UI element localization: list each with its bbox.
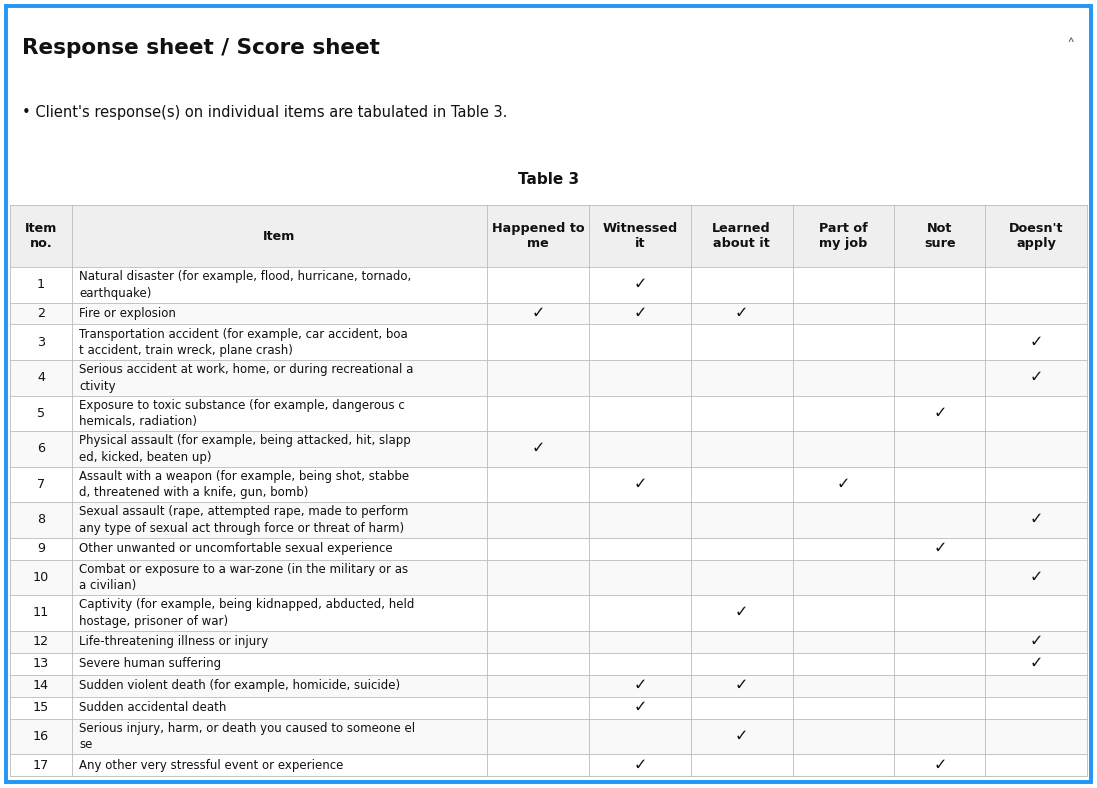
FancyBboxPatch shape — [10, 431, 1087, 466]
Text: Severe human suffering: Severe human suffering — [79, 657, 222, 670]
Text: ✓: ✓ — [1029, 370, 1043, 385]
Text: Part of
my job: Part of my job — [819, 222, 868, 250]
Text: 12: 12 — [33, 635, 49, 648]
Text: 8: 8 — [37, 513, 45, 526]
Text: Serious accident at work, home, or during recreational a
ctivity: Serious accident at work, home, or durin… — [79, 363, 414, 392]
Text: 15: 15 — [33, 701, 49, 714]
Text: Not
sure: Not sure — [924, 222, 955, 250]
Text: 2: 2 — [37, 307, 45, 320]
FancyBboxPatch shape — [10, 754, 1087, 776]
Text: 13: 13 — [33, 657, 49, 670]
FancyBboxPatch shape — [10, 652, 1087, 675]
Text: ✓: ✓ — [934, 541, 947, 556]
Text: ✓: ✓ — [1029, 634, 1043, 649]
Text: 11: 11 — [33, 606, 49, 619]
Text: Combat or exposure to a war-zone (in the military or as
a civilian): Combat or exposure to a war-zone (in the… — [79, 563, 408, 592]
Text: ✓: ✓ — [735, 605, 748, 620]
FancyBboxPatch shape — [10, 675, 1087, 697]
FancyBboxPatch shape — [5, 6, 1092, 782]
Text: 1: 1 — [37, 278, 45, 292]
FancyBboxPatch shape — [10, 595, 1087, 630]
Text: 16: 16 — [33, 730, 49, 743]
Text: ✓: ✓ — [633, 277, 646, 292]
Text: ✓: ✓ — [735, 306, 748, 321]
Text: ✓: ✓ — [934, 406, 947, 421]
FancyBboxPatch shape — [10, 303, 1087, 325]
Text: Learned
about it: Learned about it — [712, 222, 771, 250]
Text: ✓: ✓ — [633, 678, 646, 693]
Text: ✓: ✓ — [633, 700, 646, 715]
Text: Other unwanted or uncomfortable sexual experience: Other unwanted or uncomfortable sexual e… — [79, 542, 393, 555]
Text: ✓: ✓ — [531, 441, 545, 456]
Text: Serious injury, harm, or death you caused to someone el
se: Serious injury, harm, or death you cause… — [79, 722, 415, 751]
Text: ✓: ✓ — [735, 678, 748, 693]
Text: Happened to
me: Happened to me — [491, 222, 585, 250]
FancyBboxPatch shape — [10, 396, 1087, 431]
FancyBboxPatch shape — [10, 205, 1087, 267]
FancyBboxPatch shape — [10, 697, 1087, 719]
Text: 4: 4 — [37, 371, 45, 385]
Text: 10: 10 — [33, 571, 49, 584]
Text: ✓: ✓ — [633, 757, 646, 772]
Text: 9: 9 — [37, 542, 45, 555]
FancyBboxPatch shape — [10, 630, 1087, 652]
Text: Sexual assault (rape, attempted rape, made to perform
any type of sexual act thr: Sexual assault (rape, attempted rape, ma… — [79, 505, 408, 534]
Text: Response sheet / Score sheet: Response sheet / Score sheet — [22, 38, 380, 58]
FancyBboxPatch shape — [10, 466, 1087, 502]
FancyBboxPatch shape — [10, 325, 1087, 360]
Text: Any other very stressful event or experience: Any other very stressful event or experi… — [79, 759, 343, 771]
Text: 5: 5 — [37, 407, 45, 420]
Text: ˄: ˄ — [1066, 38, 1075, 56]
FancyBboxPatch shape — [10, 719, 1087, 754]
Text: ✓: ✓ — [934, 757, 947, 772]
Text: Item
no.: Item no. — [25, 222, 57, 250]
Text: • Client's response(s) on individual items are tabulated in Table 3.: • Client's response(s) on individual ite… — [22, 105, 508, 120]
Text: Table 3: Table 3 — [518, 172, 579, 187]
Text: Sudden violent death (for example, homicide, suicide): Sudden violent death (for example, homic… — [79, 679, 400, 692]
Text: Doesn't
apply: Doesn't apply — [1009, 222, 1063, 250]
FancyBboxPatch shape — [10, 502, 1087, 537]
Text: ✓: ✓ — [1029, 512, 1043, 527]
Text: Assault with a weapon (for example, being shot, stabbe
d, threatened with a knif: Assault with a weapon (for example, bein… — [79, 470, 409, 499]
FancyBboxPatch shape — [10, 537, 1087, 559]
Text: ✓: ✓ — [531, 306, 545, 321]
Text: ✓: ✓ — [1029, 570, 1043, 585]
Text: ✓: ✓ — [735, 729, 748, 744]
Text: ✓: ✓ — [1029, 335, 1043, 350]
Text: Transportation accident (for example, car accident, boa
t accident, train wreck,: Transportation accident (for example, ca… — [79, 328, 408, 357]
Text: Witnessed
it: Witnessed it — [602, 222, 678, 250]
Text: 3: 3 — [37, 336, 45, 349]
Text: ✓: ✓ — [1029, 656, 1043, 671]
Text: 17: 17 — [33, 759, 49, 771]
Text: Exposure to toxic substance (for example, dangerous c
hemicals, radiation): Exposure to toxic substance (for example… — [79, 399, 405, 428]
Text: Captivity (for example, being kidnapped, abducted, held
hostage, prisoner of war: Captivity (for example, being kidnapped,… — [79, 598, 415, 627]
Text: ✓: ✓ — [633, 477, 646, 492]
Text: Fire or explosion: Fire or explosion — [79, 307, 176, 320]
Text: Natural disaster (for example, flood, hurricane, tornado,
earthquake): Natural disaster (for example, flood, hu… — [79, 270, 411, 299]
Text: ✓: ✓ — [837, 477, 850, 492]
FancyBboxPatch shape — [10, 559, 1087, 595]
Text: Life-threatening illness or injury: Life-threatening illness or injury — [79, 635, 269, 648]
FancyBboxPatch shape — [10, 267, 1087, 303]
Text: 7: 7 — [37, 478, 45, 491]
Text: Sudden accidental death: Sudden accidental death — [79, 701, 226, 714]
Text: ✓: ✓ — [633, 306, 646, 321]
FancyBboxPatch shape — [10, 360, 1087, 396]
Text: Item: Item — [263, 229, 296, 243]
Text: Physical assault (for example, being attacked, hit, slapp
ed, kicked, beaten up): Physical assault (for example, being att… — [79, 434, 410, 463]
Text: 6: 6 — [37, 442, 45, 455]
Text: 14: 14 — [33, 679, 49, 692]
